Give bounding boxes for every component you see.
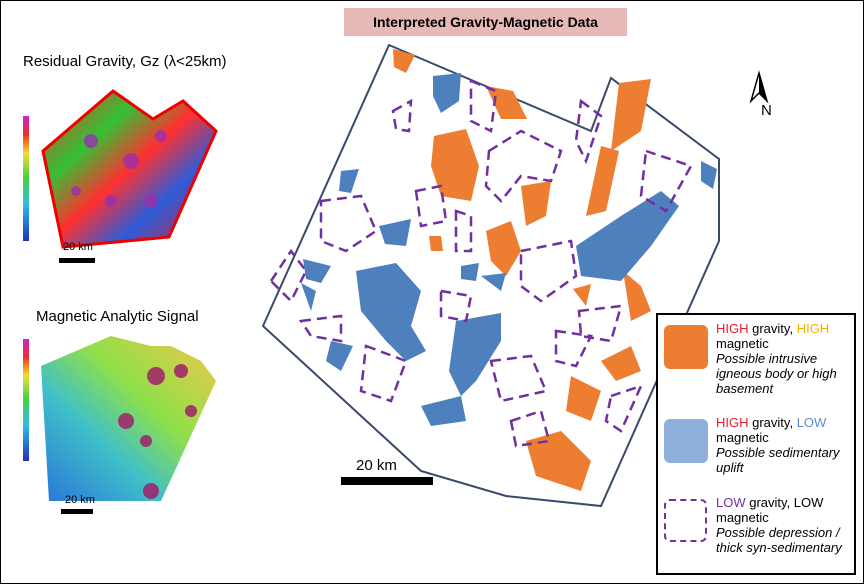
legend-term: HIGH <box>716 321 749 336</box>
magnetic-anomalies <box>118 364 197 499</box>
legend: HIGH gravity, HIGH magnetic Possible int… <box>656 313 856 575</box>
legend-term: gravity, <box>752 321 794 336</box>
legend-description: Possible depression / thick syn-sediment… <box>716 525 842 555</box>
legend-term: HIGH <box>796 321 830 336</box>
legend-text: HIGH gravity, LOW magnetic Possible sedi… <box>716 415 852 475</box>
scale-bar <box>59 258 95 263</box>
legend-term: gravity, <box>752 415 794 430</box>
legend-term: HIGH <box>716 415 749 430</box>
legend-term: magnetic <box>716 336 769 351</box>
scale-label: 20 km <box>63 241 93 253</box>
panel-title: Residual Gravity, Gz (λ<25km) <box>23 53 227 70</box>
scale-label: 20 km <box>356 457 397 474</box>
legend-text: HIGH gravity, HIGH magnetic Possible int… <box>716 321 852 396</box>
low-low-outlines <box>269 79 693 448</box>
legend-swatch <box>664 499 707 542</box>
panel-title: Magnetic Analytic Signal <box>36 308 199 325</box>
legend-text: LOW gravity, LOW magnetic Possible depre… <box>716 495 852 555</box>
colorbar <box>23 339 29 461</box>
legend-term: magnetic <box>716 510 769 525</box>
north-arrow <box>759 73 767 101</box>
legend-term: magnetic <box>716 430 769 445</box>
north-label: N <box>761 102 772 119</box>
scale-bar <box>341 477 433 485</box>
legend-swatch <box>664 325 708 369</box>
legend-term: gravity, LOW <box>749 495 824 510</box>
legend-term: LOW <box>796 415 827 430</box>
high-low-bodies <box>301 73 717 426</box>
scale-bar <box>61 509 93 514</box>
gravity-anomalies <box>71 130 167 208</box>
colorbar <box>23 116 29 241</box>
legend-term: LOW <box>716 495 746 510</box>
high-high-bodies <box>393 49 651 491</box>
legend-description: Possible intrusive igneous body or high … <box>716 351 837 396</box>
scale-label: 20 km <box>65 494 95 506</box>
legend-description: Possible sedimentary uplift <box>716 445 840 475</box>
gravity-grid <box>41 89 218 249</box>
title: Interpreted Gravity-Magnetic Data <box>344 8 627 36</box>
legend-swatch <box>664 419 708 463</box>
